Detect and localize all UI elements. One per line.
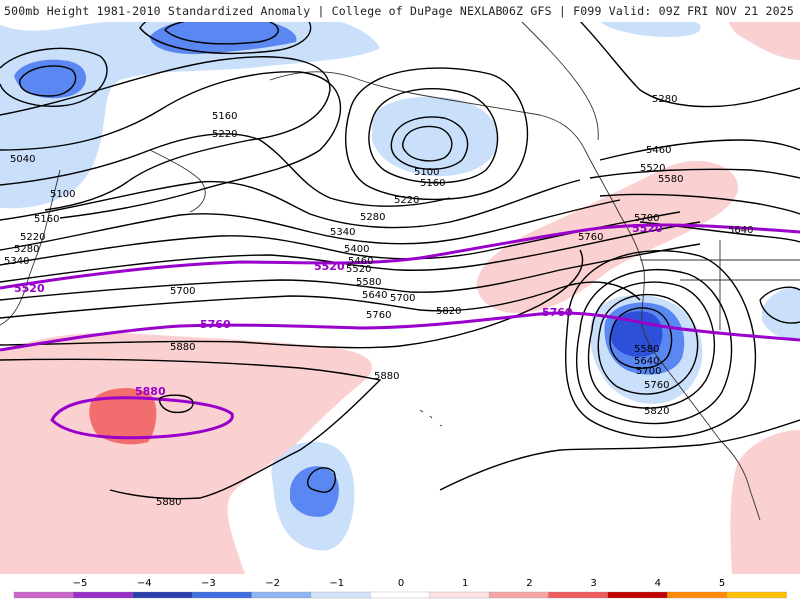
legend-color-swatch [429, 591, 490, 599]
purple-5760-line [0, 311, 800, 352]
legend-color-swatch [726, 591, 787, 599]
contour-label: 5880 [170, 342, 195, 353]
legend-tick-label: −1 [329, 578, 344, 589]
contour-label: 5280 [360, 212, 385, 223]
legend-tick-label: 2 [526, 578, 532, 589]
legend-tick-label: −5 [73, 578, 88, 589]
contour-label: 5580 [356, 277, 381, 288]
contour-label: 5580 [634, 344, 659, 355]
contour-label: 5160 [212, 111, 237, 122]
legend-color-swatch [192, 591, 253, 599]
contour-label: 5640 [362, 290, 387, 301]
contour-label: 5460 [646, 145, 671, 156]
legend-color-swatch [548, 591, 609, 599]
legend-tick-label: 1 [462, 578, 468, 589]
map-plot: 5040 5100 5160 5220 5280 5340 5160 5220 … [0, 0, 800, 574]
contour-label: 5220 [212, 129, 237, 140]
contour-label: 5640 [728, 225, 753, 236]
legend-tick-label: −2 [265, 578, 280, 589]
contour-label: 5700 [390, 293, 415, 304]
purple-labels: 5520 5520 5520 5760 5760 5880 [14, 222, 663, 398]
purple-label-5520-mid: 5520 [314, 260, 345, 273]
contour-labels: 5040 5100 5160 5220 5280 5340 5160 5220 … [4, 94, 753, 508]
legend-tick-label: −4 [137, 578, 152, 589]
negative-anomaly-east [762, 287, 800, 340]
contour-label: 5520 [346, 264, 371, 275]
contour-label: 5700 [636, 366, 661, 377]
contour-label: 5460 [348, 256, 373, 267]
contour-label: 5280 [14, 244, 39, 255]
contour-label: 5400 [344, 244, 369, 255]
legend-color-swatch [13, 591, 75, 599]
legend-tick-label: 3 [590, 578, 596, 589]
purple-label-5760-east: 5760 [542, 306, 573, 319]
legend-tick-label: 4 [655, 578, 661, 589]
contour-label: 5520 [640, 163, 665, 174]
contour-label: 5640 [634, 356, 659, 367]
purple-label-5520-west: 5520 [14, 282, 45, 295]
contour-label: 5040 [10, 154, 35, 165]
legend-color-bars [13, 591, 787, 599]
legend-color-swatch [310, 591, 371, 599]
positive-anomaly-pacific-west [0, 332, 373, 574]
contour-label: 5160 [34, 214, 59, 225]
contour-label: 5160 [420, 178, 445, 189]
height-contours [0, 0, 800, 500]
contour-label: 5880 [156, 497, 181, 508]
negative-anomaly-north-core-2 [150, 16, 297, 55]
contour-label: 5340 [330, 227, 355, 238]
positive-anomaly-southeast [730, 430, 800, 574]
legend-tick-label: −3 [201, 578, 216, 589]
contour-label: 5820 [644, 406, 669, 417]
legend-tick-label: 5 [719, 578, 725, 589]
legend-color-swatch [370, 591, 431, 599]
purple-5520-line [0, 223, 800, 290]
map-header: 500mb Height 1981-2010 Standardized Anom… [0, 0, 800, 22]
contour-label: 5880 [374, 371, 399, 382]
contour-label: 5760 [644, 380, 669, 391]
purple-label-5520-east: 5520 [632, 222, 663, 235]
legend-color-swatch [132, 591, 193, 599]
contour-label: 5760 [578, 232, 603, 243]
legend-color-swatch [73, 591, 134, 599]
contour-label: 5280 [652, 94, 677, 105]
contour-label: 5580 [658, 174, 683, 185]
anomaly-shading [0, 1, 800, 574]
contour-label: 5820 [436, 306, 461, 317]
legend-color-swatch [488, 591, 550, 599]
map-title: 500mb Height 1981-2010 Standardized Anom… [4, 4, 503, 18]
contour-label: 5100 [414, 167, 439, 178]
purple-label-5760-west: 5760 [200, 318, 231, 331]
negative-anomaly-alaska [372, 96, 499, 177]
legend-tick-label: 0 [398, 578, 404, 589]
model-run-info: 06Z GFS | F099 Valid: 09Z FRI NOV 21 202… [501, 4, 794, 18]
legend-color-swatch [251, 591, 312, 599]
contour-label: 5760 [366, 310, 391, 321]
contour-label: 5220 [394, 195, 419, 206]
purple-reference-contours [0, 223, 800, 352]
contour-label: 5700 [634, 213, 659, 224]
negative-anomaly-north [0, 12, 380, 209]
legend-color-swatch [607, 591, 668, 599]
positive-anomaly-pacific-core [89, 388, 157, 445]
contour-label: 5220 [20, 232, 45, 243]
contour-label: 5340 [4, 256, 29, 267]
purple-label-5880: 5880 [135, 385, 166, 398]
legend-tick-labels: −5 −4 −3 −2 −1 0 1 2 3 4 5 [73, 578, 726, 589]
legend-color-swatch [667, 591, 728, 599]
negative-anomaly-pacific-core [290, 466, 339, 517]
color-scale-legend: −5 −4 −3 −2 −1 0 1 2 3 4 5 [0, 574, 800, 600]
contour-label: 5700 [170, 286, 195, 297]
positive-anomaly-east-pacific [476, 160, 739, 314]
contour-label: 5100 [50, 189, 75, 200]
